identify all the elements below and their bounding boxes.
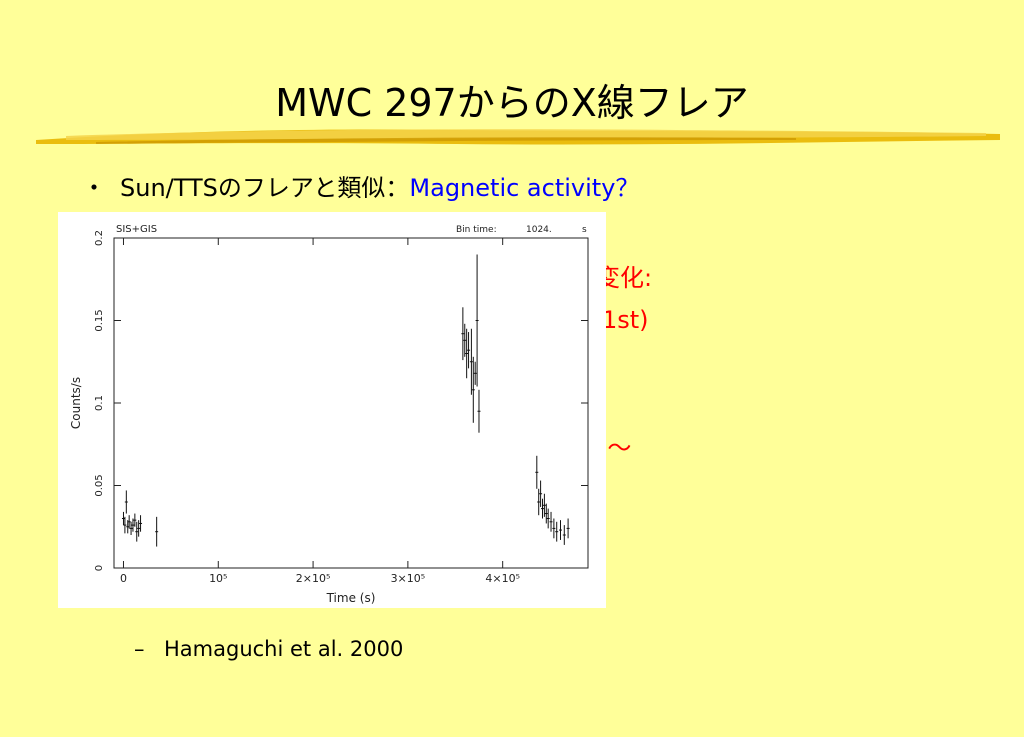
x-tick-label: 0	[120, 572, 127, 585]
y-tick-label: 0.2	[94, 230, 105, 246]
x-tick-label: 4×10⁵	[485, 572, 520, 585]
y-tick-label: 0.1	[94, 395, 105, 411]
chart-header-right-unit: s	[582, 225, 587, 235]
partial-red-text-2: 1st)	[602, 306, 649, 334]
x-tick-label: 3×10⁵	[391, 572, 426, 585]
x-tick-label: 2×10⁵	[296, 572, 331, 585]
chart-header-right-value: 1024.	[526, 225, 552, 235]
y-axis-label: Counts/s	[69, 377, 83, 429]
bullet-highlight: Magnetic activity？	[409, 174, 640, 202]
sub-item-reference: – Hamaguchi et al. 2000	[134, 637, 403, 661]
lightcurve-chart: SIS+GIS Bin time: 1024. s Time (s) Count…	[69, 224, 589, 605]
plot-frame	[113, 237, 589, 569]
chart-header-left: SIS+GIS	[116, 224, 157, 235]
x-axis-label: Time (s)	[326, 591, 376, 605]
sub-item-text: Hamaguchi et al. 2000	[164, 637, 404, 661]
chart-header-right-label: Bin time:	[456, 225, 497, 235]
slide-title: MWC 297からのX線フレア	[275, 81, 749, 125]
y-tick-label: 0	[94, 565, 105, 571]
y-tick-label: 0.15	[94, 309, 105, 331]
title-underline-brush	[36, 129, 1000, 145]
bullet-marker: ・	[82, 174, 106, 202]
bullet-text: Sun/TTSのフレアと類似：	[120, 174, 410, 202]
bullet-item: ・ Sun/TTSのフレアと類似：Magnetic activity？	[82, 168, 639, 203]
x-tick-label: 10⁵	[209, 572, 227, 585]
lightcurve-figure: SIS+GIS Bin time: 1024. s Time (s) Count…	[58, 212, 606, 608]
sub-item-marker: –	[134, 637, 145, 661]
y-tick-label: 0.05	[94, 474, 105, 496]
